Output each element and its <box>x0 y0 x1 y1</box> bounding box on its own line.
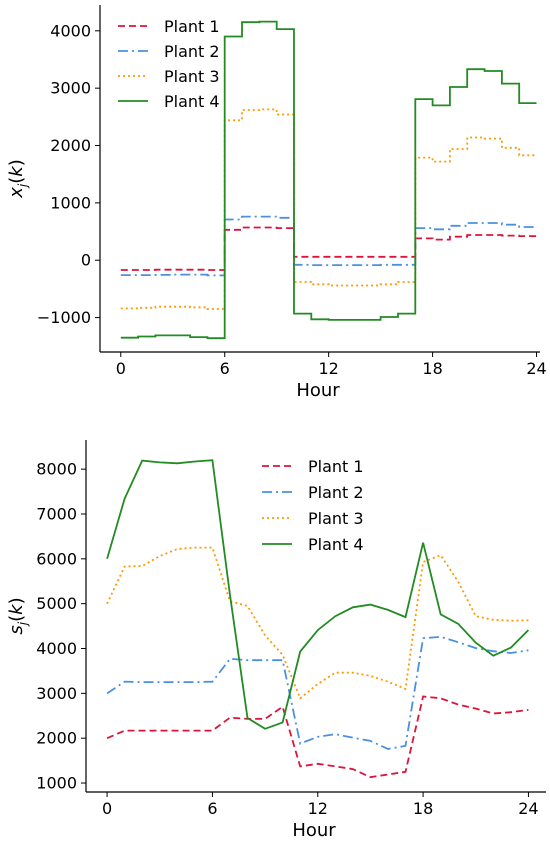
x-tick-label: 6 <box>220 359 230 378</box>
y-tick-label: 3000 <box>36 684 77 703</box>
x-axis-label: Hour <box>296 380 340 401</box>
y-tick-label: 1000 <box>50 193 91 212</box>
y-tick-label: −1000 <box>37 308 91 327</box>
y-tick-label: 0 <box>81 251 91 270</box>
legend-label-plant-3: Plant 3 <box>164 67 220 86</box>
x-tick-label: 24 <box>518 799 538 818</box>
series-line-plant-1 <box>106 695 529 779</box>
series-line-plant-2 <box>106 635 529 750</box>
x-tick-label: 12 <box>308 799 328 818</box>
y-tick-label: 4000 <box>50 21 91 40</box>
y-tick-label: 4000 <box>36 639 77 658</box>
x-tick-label: 24 <box>526 359 546 378</box>
y-tick-label: 3000 <box>50 79 91 98</box>
legend-label-plant-4: Plant 4 <box>164 92 220 111</box>
y-tick-label: 2000 <box>36 729 77 748</box>
y-tick-label: 6000 <box>36 549 77 568</box>
x-tick-label: 0 <box>102 799 112 818</box>
chart-1: 0 6 12 18 24 −1000 0 1000 2000 3000 4000 Hour xj(k) P… <box>6 5 547 401</box>
chart-2: 0 6 12 18 24 1000 2000 3000 4000 5000 6000 7000 8000… <box>6 440 546 841</box>
series-line-plant-3 <box>106 546 529 700</box>
series-line-plant-3 <box>120 108 537 310</box>
y-tick-label: 2000 <box>50 136 91 155</box>
legend-label-plant-2: Plant 2 <box>308 483 364 502</box>
x-tick-label: 18 <box>422 359 442 378</box>
legend-label-plant-2: Plant 2 <box>164 42 220 61</box>
legend-label-plant-1: Plant 1 <box>164 17 220 36</box>
series-line-plant-2 <box>120 215 537 277</box>
legend: Plant 1 Plant 2 Plant 3 Plant 4 <box>118 17 220 111</box>
y-axis-label: sj(k) <box>6 597 30 634</box>
x-tick-label: 18 <box>413 799 433 818</box>
legend-label-plant-1: Plant 1 <box>308 457 364 476</box>
x-tick-label: 0 <box>116 359 126 378</box>
y-axis-label: xj(k) <box>6 159 30 199</box>
y-tick-label: 5000 <box>36 594 77 613</box>
legend: Plant 1 Plant 2 Plant 3 Plant 4 <box>262 457 364 554</box>
y-tick-label: 1000 <box>36 774 77 793</box>
legend-label-plant-3: Plant 3 <box>308 509 364 528</box>
x-tick-label: 6 <box>207 799 217 818</box>
series-line-plant-1 <box>120 226 537 271</box>
series-line-plant-4 <box>120 20 537 340</box>
x-tick-label: 12 <box>318 359 338 378</box>
legend-label-plant-4: Plant 4 <box>308 535 364 554</box>
series-line-plant-4 <box>106 459 530 730</box>
y-tick-label: 7000 <box>36 504 77 523</box>
x-axis-label: Hour <box>292 820 336 841</box>
y-tick-label: 8000 <box>36 460 77 479</box>
